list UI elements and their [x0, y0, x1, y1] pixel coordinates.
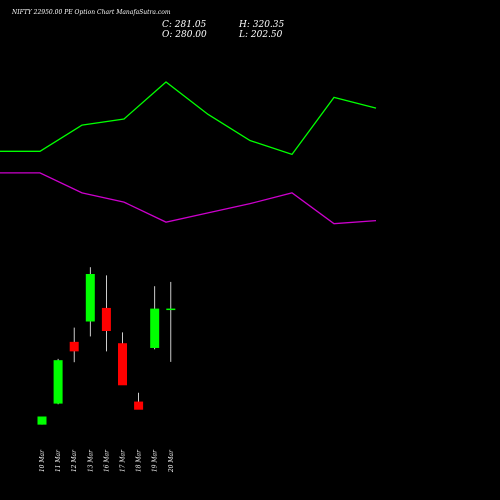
date-label: 11 Mar — [55, 449, 62, 472]
date-label: 12 Mar — [71, 449, 78, 472]
date-label: 18 Mar — [136, 449, 143, 472]
candle-body — [166, 308, 176, 311]
date-labels: 10 Mar 11 Mar 12 Mar 13 Mar 16 Mar 17 Mar 18 M… — [39, 449, 175, 473]
green-line — [0, 81, 377, 156]
date-label: 19 Mar — [152, 449, 159, 472]
close-readout: C: 281.05 — [162, 20, 207, 30]
date-label: 16 Mar — [103, 449, 110, 472]
candle-body — [85, 274, 95, 322]
date-label: 20 Mar — [168, 449, 175, 473]
date-label: 17 Mar — [120, 449, 127, 472]
candle-body — [118, 343, 127, 386]
chart-title: NIFTY 22950.00 PE Option Chart ManafaSut… — [11, 9, 171, 16]
date-label: 10 Mar — [39, 449, 46, 472]
candlesticks — [37, 267, 176, 425]
high-readout: H: 320.35 — [238, 20, 285, 30]
magenta-line — [0, 172, 377, 225]
indicator-lines — [0, 81, 377, 225]
candle-body — [53, 360, 63, 404]
candle-body — [37, 416, 47, 425]
candle-body — [101, 307, 111, 331]
date-label: 13 Mar — [87, 449, 94, 472]
low-readout: L: 202.50 — [238, 30, 283, 40]
candle-body — [134, 401, 144, 410]
candle-body — [150, 308, 160, 348]
candle-body — [69, 341, 79, 352]
open-readout: O: 280.00 — [162, 30, 207, 40]
